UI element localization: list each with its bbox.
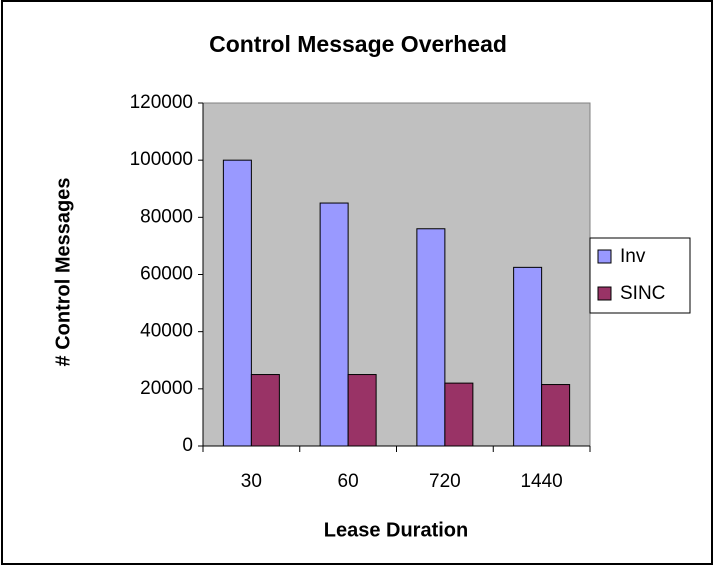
bar [347,374,377,447]
y-tick-label: 0 [182,435,193,456]
y-tick-label: 100000 [130,149,193,170]
bar [250,374,280,447]
bar [222,159,252,447]
bar [319,202,349,447]
legend-swatch [597,249,612,264]
bar [513,266,543,447]
x-tick-label: 30 [241,471,262,492]
x-tick-label: 60 [338,471,359,492]
x-tick-label: 1440 [520,471,562,492]
y-tick-label: 40000 [140,321,193,342]
legend-swatch [597,286,612,301]
y-tick-label: 120000 [130,92,193,113]
legend-label: Inv [620,246,646,267]
legend-label: SINC [620,283,665,304]
y-tick-label: 80000 [140,206,193,227]
x-tick-label: 720 [429,471,461,492]
bar [416,228,446,447]
x-axis-label: Lease Duration [324,519,468,541]
bar [444,382,474,447]
y-axis-label: # Control Messages [52,178,74,367]
chart-title: Control Message Overhead [209,31,507,57]
y-tick-label: 60000 [140,264,193,285]
bar [541,384,571,447]
y-tick-label: 20000 [140,378,193,399]
